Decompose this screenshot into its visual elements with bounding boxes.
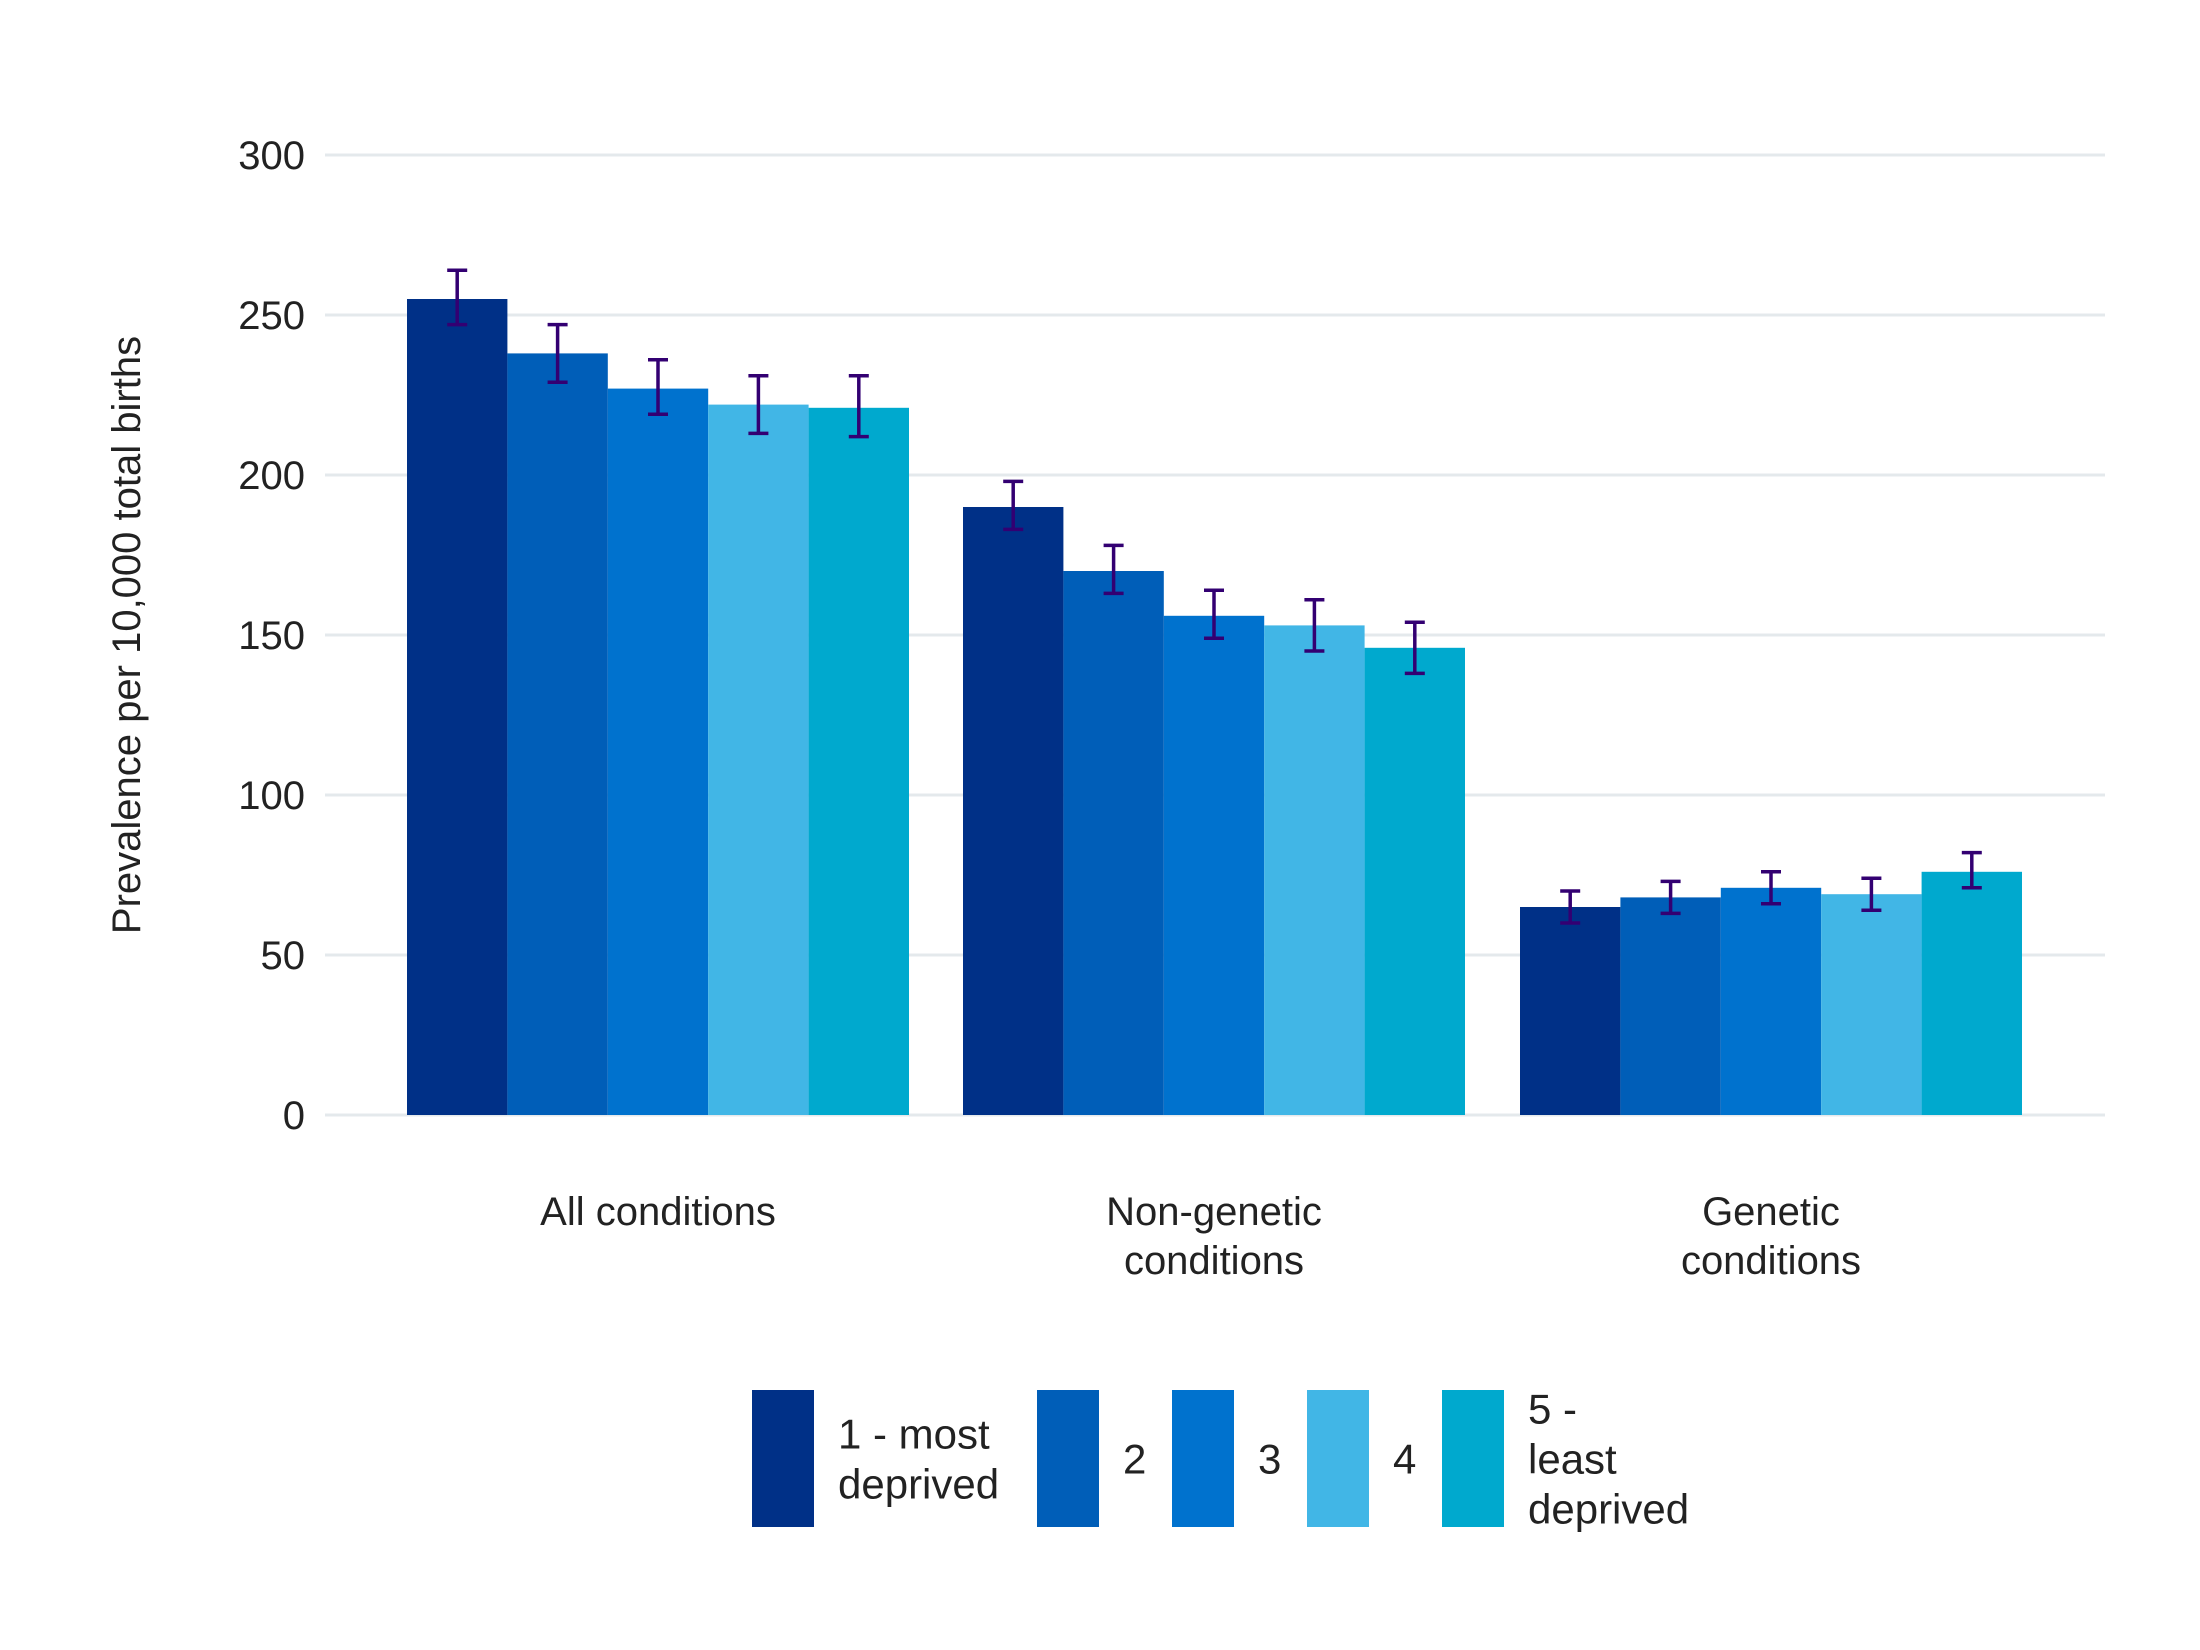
- y-tick-label: 200: [238, 454, 305, 498]
- legend-swatch: [1307, 1390, 1369, 1527]
- legend-label: 5 -least deprived: [1528, 1386, 1689, 1533]
- legend: 1 - most deprived 2 3 4 5 -least deprived: [752, 1386, 1689, 1533]
- bar: [1364, 647, 1465, 1115]
- legend-swatch: [1442, 1390, 1504, 1527]
- bar: [1821, 894, 1922, 1115]
- y-tick-label: 100: [238, 774, 305, 818]
- y-tick-label: 50: [261, 934, 306, 978]
- bar: [1163, 615, 1265, 1115]
- bar: [1063, 571, 1164, 1115]
- x-axis-ticks: All conditions Non-genetic conditions Genet…: [540, 1190, 1861, 1283]
- y-axis-ticks: 0 50 100 150 200 250 300: [238, 134, 305, 1138]
- legend-swatch: [1037, 1390, 1099, 1527]
- y-tick-label: 150: [238, 614, 305, 658]
- x-tick-label: Genetic conditions: [1681, 1190, 1861, 1283]
- bar: [708, 404, 809, 1116]
- legend-label: 3: [1258, 1436, 1281, 1483]
- bar: [1620, 897, 1721, 1115]
- legend-swatch: [1172, 1390, 1234, 1527]
- bar: [1921, 871, 2022, 1115]
- bar: [1264, 625, 1365, 1115]
- bar: [407, 299, 508, 1115]
- legend-label: 2: [1123, 1436, 1146, 1483]
- bar: [808, 407, 909, 1115]
- x-tick-label: Non-genetic conditions: [1106, 1190, 1322, 1283]
- bars: [407, 299, 2022, 1116]
- legend-label: 4: [1393, 1436, 1416, 1483]
- y-tick-label: 300: [238, 134, 305, 178]
- y-tick-label: 0: [283, 1094, 305, 1138]
- legend-swatch: [752, 1390, 814, 1527]
- bar: [963, 507, 1064, 1115]
- x-tick-label: All conditions: [540, 1190, 776, 1234]
- y-tick-label: 250: [238, 294, 305, 338]
- bar: [1720, 887, 1822, 1115]
- error-bars: [447, 268, 1982, 925]
- bar: [607, 388, 709, 1116]
- bar: [507, 353, 608, 1115]
- legend-label: 1 - most deprived: [838, 1411, 999, 1508]
- bar: [1520, 907, 1621, 1115]
- y-axis-title: Prevalence per 10,000 total births: [105, 336, 149, 934]
